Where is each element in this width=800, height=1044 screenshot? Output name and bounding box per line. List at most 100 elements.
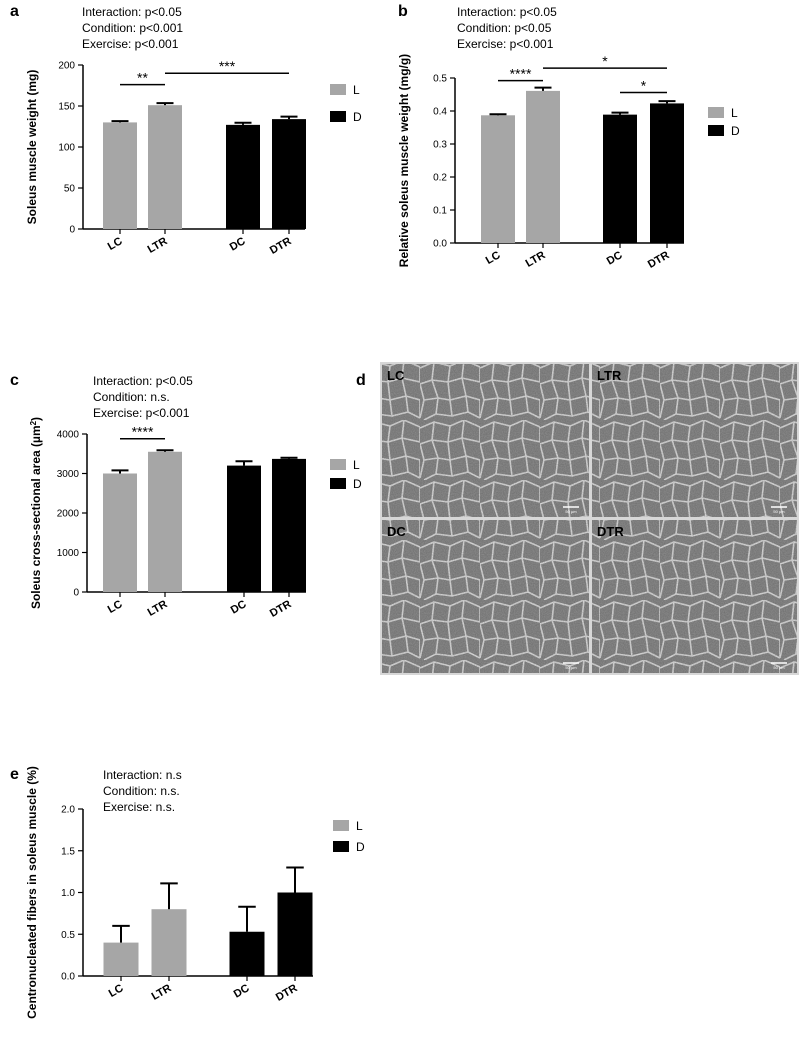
micrograph-dtr: DTR 50 µm: [592, 520, 797, 673]
chart-panel-e: e Interaction: n.s Condition: n.s. Exercise…: [10, 766, 365, 1019]
y-tick-label: 0.3: [433, 140, 447, 151]
y-tick-label: 0.5: [61, 930, 75, 941]
stat-line: Interaction: p<0.05: [457, 5, 557, 19]
bar-dtr: [277, 892, 313, 976]
stat-line: Condition: n.s.: [103, 784, 180, 798]
x-tick-label: LC: [107, 982, 126, 1000]
y-axis-label-sup: 2: [29, 420, 38, 425]
legend-swatch-l: [330, 459, 346, 470]
bar-ltr: [148, 451, 182, 592]
y-tick-label: 50: [64, 184, 76, 195]
significance-label: ***: [219, 58, 236, 74]
y-tick-label: 1.0: [61, 888, 75, 899]
legend-swatch-l: [330, 84, 346, 95]
bar-dtr: [650, 103, 684, 243]
legend-label: L: [353, 458, 360, 472]
x-tick-label: LTR: [146, 598, 170, 619]
y-tick-label: 0.0: [433, 239, 447, 250]
y-axis-label: Soleus cross-sectional area (µm2): [29, 417, 44, 609]
tissue-grain: [382, 364, 589, 517]
legend-swatch-d: [333, 841, 349, 852]
bar-lc: [103, 942, 139, 976]
legend-label: D: [353, 110, 362, 124]
legend-swatch-d: [330, 111, 346, 122]
bar-lc: [103, 473, 137, 592]
y-tick-label: 150: [58, 102, 75, 113]
y-axis-label: Centronucleated fibers in soleus muscle …: [25, 766, 39, 1019]
y-tick-label: 100: [58, 143, 75, 154]
legend-label: D: [356, 840, 365, 854]
y-tick-label: 0.1: [433, 206, 447, 217]
significance-label: *: [602, 53, 608, 69]
bar-dc: [226, 124, 260, 229]
stat-line: Condition: p<0.05: [457, 21, 552, 35]
x-tick-label: LC: [106, 598, 125, 616]
x-tick-label: DTR: [646, 249, 672, 271]
bar-lc: [481, 115, 515, 243]
x-tick-label: LTR: [146, 235, 170, 256]
x-tick-label: LTR: [524, 249, 548, 270]
y-tick-label: 0.2: [433, 173, 447, 184]
significance-label: *: [641, 78, 647, 94]
legend-swatch-l: [333, 820, 349, 831]
legend-swatch-d: [708, 125, 724, 136]
scale-bar-label: 50 µm: [773, 665, 785, 670]
y-tick-label: 1.5: [61, 846, 75, 857]
panel-letter: a: [10, 3, 19, 20]
tissue-grain: [592, 520, 797, 673]
panel-letter: e: [10, 766, 19, 783]
significance-label: **: [137, 70, 148, 86]
x-tick-label: DC: [605, 249, 625, 267]
stat-line: Interaction: p<0.05: [82, 5, 182, 19]
significance-label: ****: [510, 66, 532, 82]
tissue-grain: [382, 520, 589, 673]
y-tick-label: 0.0: [61, 972, 75, 983]
x-tick-label: DTR: [274, 982, 300, 1004]
chart-panel-a: a Interaction: p<0.05 Condition: p<0.001 Ex…: [10, 3, 362, 257]
scale-bar-label: 50 µm: [565, 509, 577, 514]
y-axis-label-main: Soleus cross-sectional area (µm: [29, 425, 43, 609]
chart-panel-b: b Interaction: p<0.05 Condition: p<0.05 Exe…: [397, 3, 740, 271]
bar-ltr: [526, 90, 560, 244]
x-tick-label: LC: [106, 235, 125, 253]
legend-label: D: [731, 124, 740, 138]
stat-line: Exercise: p<0.001: [82, 37, 179, 51]
scale-bar-label: 50 µm: [565, 665, 577, 670]
y-tick-label: 0: [69, 225, 75, 236]
legend-label: L: [353, 83, 360, 97]
stat-line: Condition: n.s.: [93, 390, 170, 404]
bar-ltr: [151, 909, 187, 976]
x-tick-label: DC: [232, 982, 252, 1000]
y-tick-label: 3000: [57, 469, 80, 480]
y-tick-label: 1000: [57, 548, 80, 559]
significance-label: ****: [132, 424, 154, 440]
bar-dc: [229, 931, 265, 976]
scale-bar-label: 50 µm: [773, 509, 785, 514]
bar-dc: [603, 114, 637, 243]
micrograph-ltr: LTR 50 µm: [592, 364, 797, 517]
chart-panel-c: c Interaction: p<0.05 Condition: n.s. Exerc…: [10, 372, 362, 620]
legend-label: L: [731, 106, 738, 120]
y-tick-label: 0.5: [433, 74, 447, 85]
y-tick-label: 0: [73, 588, 79, 599]
y-axis-label: Relative soleus muscle weight (mg/g): [397, 54, 411, 267]
panel-letter: d: [356, 372, 366, 389]
stat-line: Exercise: p<0.001: [93, 406, 190, 420]
y-tick-label: 0.4: [433, 107, 447, 118]
stat-line: Exercise: n.s.: [103, 800, 175, 814]
bar-dtr: [272, 458, 306, 592]
y-tick-label: 4000: [57, 430, 80, 441]
stat-line: Condition: p<0.001: [82, 21, 183, 35]
y-axis-label-main: Relative soleus muscle weight (mg/g): [397, 54, 411, 267]
y-tick-label: 2.0: [61, 805, 75, 816]
y-tick-label: 2000: [57, 509, 80, 520]
legend-label: L: [356, 819, 363, 833]
x-tick-label: DTR: [268, 598, 294, 620]
bar-lc: [103, 122, 137, 229]
tissue-grain: [592, 364, 797, 517]
stat-line: Exercise: p<0.001: [457, 37, 554, 51]
x-tick-label: DC: [229, 598, 249, 616]
y-axis-label-main: Soleus muscle weight (mg): [25, 70, 39, 225]
legend-label: D: [353, 477, 362, 491]
